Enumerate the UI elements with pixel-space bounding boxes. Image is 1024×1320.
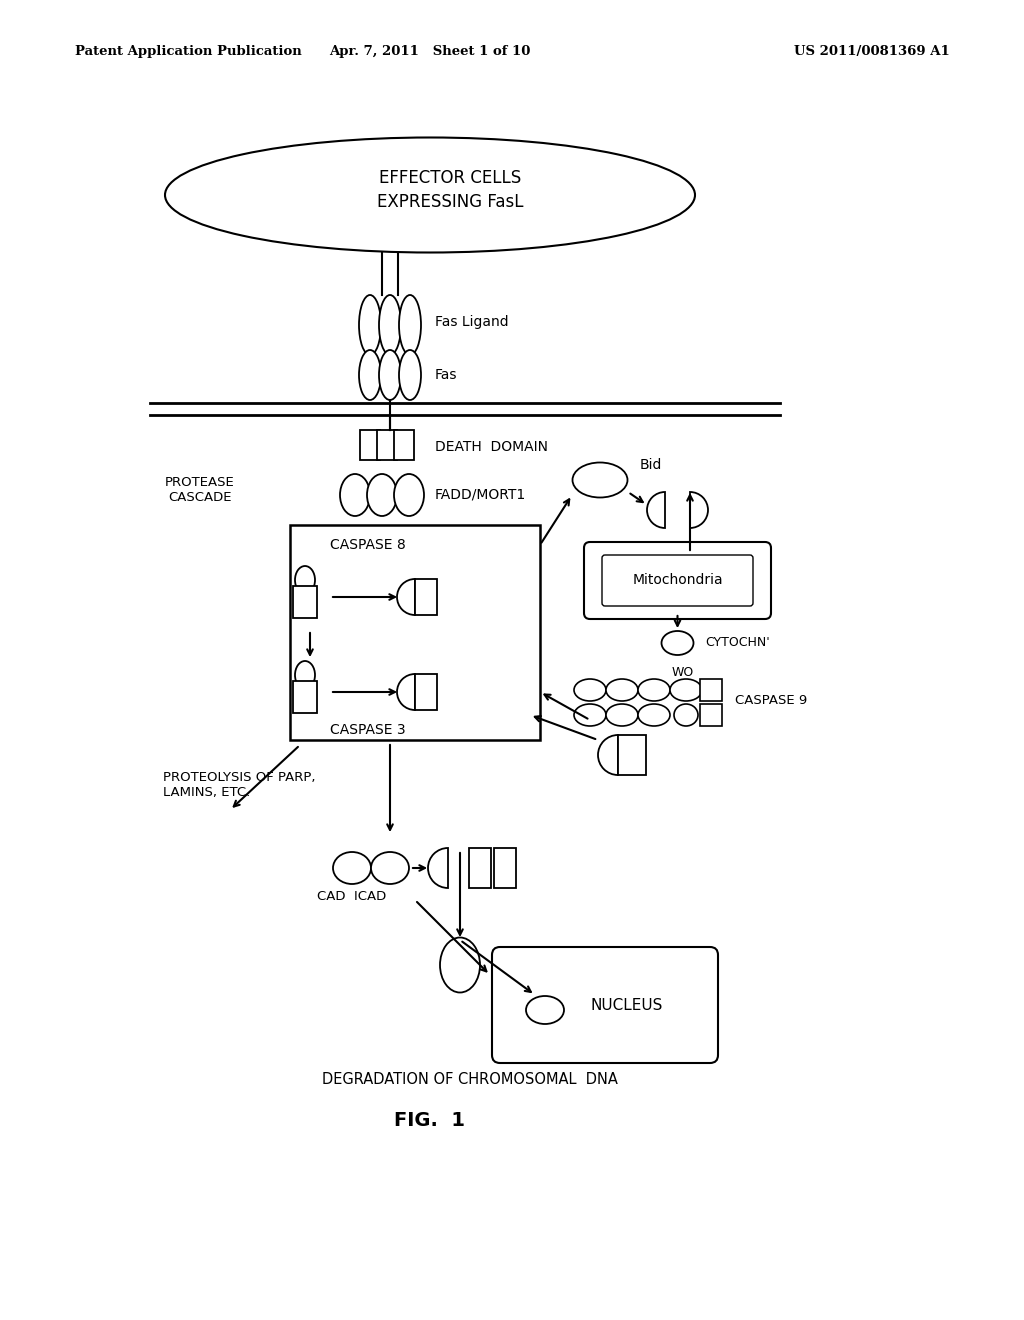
Ellipse shape: [638, 678, 670, 701]
Bar: [290, 525, 540, 741]
Ellipse shape: [333, 851, 371, 884]
Text: PROTEASE
CASCADE: PROTEASE CASCADE: [165, 477, 234, 504]
Wedge shape: [397, 675, 415, 710]
Text: CASPASE 8: CASPASE 8: [330, 539, 406, 552]
Text: FIG.  1: FIG. 1: [394, 1110, 466, 1130]
Bar: [394, 430, 414, 459]
Bar: [415, 579, 437, 615]
Ellipse shape: [399, 294, 421, 355]
Bar: [700, 704, 722, 726]
Text: CASPASE 9: CASPASE 9: [735, 693, 807, 706]
Text: FADD/MORT1: FADD/MORT1: [435, 488, 526, 502]
Ellipse shape: [606, 704, 638, 726]
Text: DEGRADATION OF CHROMOSOMAL  DNA: DEGRADATION OF CHROMOSOMAL DNA: [323, 1072, 617, 1088]
Ellipse shape: [340, 474, 370, 516]
Text: US 2011/0081369 A1: US 2011/0081369 A1: [795, 45, 950, 58]
Bar: [293, 681, 317, 713]
Text: WO: WO: [672, 665, 693, 678]
Bar: [494, 847, 516, 888]
Bar: [469, 847, 490, 888]
Ellipse shape: [440, 937, 480, 993]
Ellipse shape: [574, 678, 606, 701]
Text: Bid: Bid: [640, 458, 663, 473]
Ellipse shape: [295, 566, 315, 594]
Ellipse shape: [638, 704, 670, 726]
Ellipse shape: [379, 350, 401, 400]
Text: Fas Ligand: Fas Ligand: [435, 315, 509, 329]
Bar: [293, 586, 317, 618]
Bar: [360, 430, 380, 459]
Ellipse shape: [394, 474, 424, 516]
Text: EFFECTOR CELLS
EXPRESSING FasL: EFFECTOR CELLS EXPRESSING FasL: [377, 169, 523, 211]
Text: PROTEOLYSIS OF PARP,
LAMINS, ETC.: PROTEOLYSIS OF PARP, LAMINS, ETC.: [163, 771, 315, 799]
Ellipse shape: [379, 294, 401, 355]
Text: DEATH  DOMAIN: DEATH DOMAIN: [435, 440, 548, 454]
Ellipse shape: [606, 678, 638, 701]
Ellipse shape: [359, 294, 381, 355]
Ellipse shape: [574, 704, 606, 726]
Bar: [700, 678, 722, 701]
Ellipse shape: [399, 350, 421, 400]
Wedge shape: [690, 492, 708, 528]
Wedge shape: [397, 579, 415, 615]
Bar: [415, 675, 437, 710]
Bar: [618, 735, 646, 775]
Ellipse shape: [295, 661, 315, 689]
Text: Patent Application Publication: Patent Application Publication: [75, 45, 302, 58]
Ellipse shape: [572, 462, 628, 498]
Text: CASPASE 3: CASPASE 3: [330, 723, 406, 737]
Wedge shape: [647, 492, 665, 528]
Text: NUCLEUS: NUCLEUS: [590, 998, 663, 1012]
Wedge shape: [598, 735, 618, 775]
Text: Mitochondria: Mitochondria: [632, 573, 723, 587]
Text: CYTOCHN': CYTOCHN': [706, 636, 770, 649]
Ellipse shape: [526, 997, 564, 1024]
Text: CAD  ICAD: CAD ICAD: [317, 890, 387, 903]
Ellipse shape: [371, 851, 409, 884]
Text: Fas: Fas: [435, 368, 458, 381]
Ellipse shape: [359, 350, 381, 400]
Ellipse shape: [367, 474, 397, 516]
Text: Apr. 7, 2011   Sheet 1 of 10: Apr. 7, 2011 Sheet 1 of 10: [330, 45, 530, 58]
Wedge shape: [428, 847, 449, 888]
Ellipse shape: [670, 678, 702, 701]
Bar: [377, 430, 397, 459]
Ellipse shape: [662, 631, 693, 655]
Ellipse shape: [674, 704, 698, 726]
